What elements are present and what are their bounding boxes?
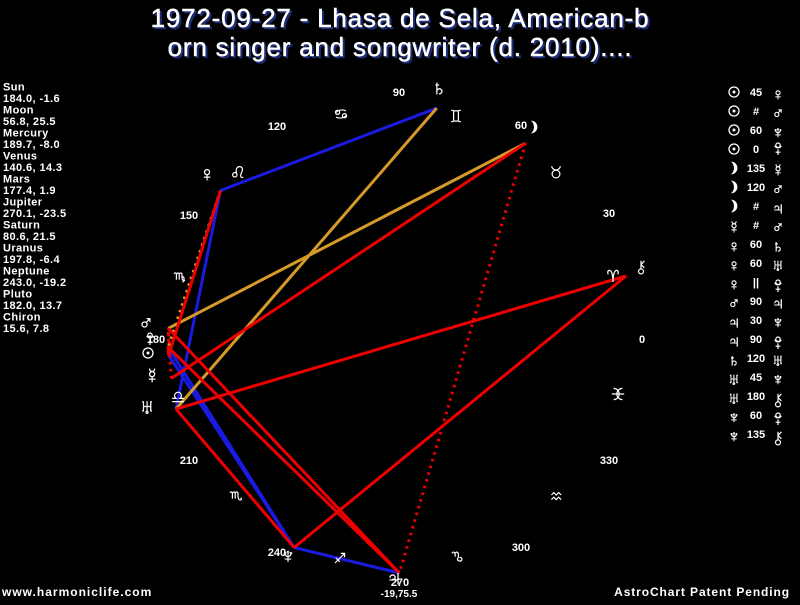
svg-text:120: 120 bbox=[268, 121, 286, 133]
svg-text:♃: ♃ bbox=[772, 294, 785, 313]
svg-text:♄: ♄ bbox=[728, 351, 741, 370]
svg-text:330: 330 bbox=[600, 455, 618, 467]
svg-text:60: 60 bbox=[750, 258, 762, 270]
svg-text:♆: ♆ bbox=[728, 408, 741, 427]
svg-text:Pluto: Pluto bbox=[3, 289, 33, 301]
svg-text:60: 60 bbox=[750, 239, 762, 251]
svg-text:♆: ♆ bbox=[772, 123, 785, 142]
svg-text:♀: ♀ bbox=[728, 275, 741, 294]
svg-text:♆: ♆ bbox=[772, 313, 785, 332]
svg-text:♃: ♃ bbox=[728, 313, 741, 332]
svg-text:177.4, 1.9: 177.4, 1.9 bbox=[3, 185, 56, 197]
svg-text:30: 30 bbox=[603, 208, 615, 220]
svg-text:♃: ♃ bbox=[728, 332, 741, 351]
svg-text:Jupiter: Jupiter bbox=[3, 197, 43, 209]
svg-text:#: # bbox=[753, 106, 759, 118]
svg-text:184.0, -1.6: 184.0, -1.6 bbox=[3, 93, 60, 105]
svg-text:90: 90 bbox=[750, 296, 762, 308]
svg-text:♀: ♀ bbox=[199, 163, 215, 186]
svg-text:60: 60 bbox=[750, 410, 762, 422]
svg-text:☿: ☿ bbox=[772, 161, 785, 180]
svg-text:♀: ♀ bbox=[772, 85, 785, 104]
svg-text:45: 45 bbox=[750, 372, 762, 384]
svg-text:♀: ♀ bbox=[728, 237, 741, 256]
svg-text:#: # bbox=[753, 220, 759, 232]
svg-text:30: 30 bbox=[750, 315, 762, 327]
svg-text:☿: ☿ bbox=[144, 365, 160, 388]
svg-text:182.0, 13.7: 182.0, 13.7 bbox=[3, 300, 62, 312]
svg-text:135: 135 bbox=[747, 163, 765, 175]
svg-text:orn singer and songwriter (d.: orn singer and songwriter (d. 2010).... bbox=[168, 32, 633, 62]
svg-text:60: 60 bbox=[515, 120, 527, 132]
svg-text:Moon: Moon bbox=[3, 104, 34, 116]
svg-text:AstroChart Patent Pending: AstroChart Patent Pending bbox=[614, 585, 790, 599]
svg-text:0: 0 bbox=[639, 334, 645, 346]
svg-text:60: 60 bbox=[750, 125, 762, 137]
svg-text:♂: ♂ bbox=[772, 218, 785, 237]
svg-text:189.7, -8.0: 189.7, -8.0 bbox=[3, 139, 60, 151]
svg-text:♃: ♃ bbox=[772, 199, 785, 218]
svg-text:♅: ♅ bbox=[728, 389, 741, 408]
svg-text:Venus: Venus bbox=[3, 150, 37, 162]
svg-text:1972-09-27 - Lhasa de Sela, Am: 1972-09-27 - Lhasa de Sela, American-b bbox=[151, 3, 650, 33]
svg-text:270.1, -23.5: 270.1, -23.5 bbox=[3, 208, 67, 220]
svg-text:Sun: Sun bbox=[3, 81, 25, 93]
svg-text:90: 90 bbox=[393, 87, 405, 99]
svg-text:||: || bbox=[753, 277, 759, 289]
svg-text:0: 0 bbox=[753, 144, 759, 156]
svg-text:♃: ♃ bbox=[386, 567, 402, 590]
svg-text:♅: ♅ bbox=[772, 351, 785, 370]
svg-text:♆: ♆ bbox=[280, 545, 296, 568]
svg-text:♅: ♅ bbox=[728, 370, 741, 389]
svg-text:150: 150 bbox=[180, 210, 198, 222]
svg-text:140.6, 14.3: 140.6, 14.3 bbox=[3, 162, 62, 174]
svg-text:135: 135 bbox=[747, 429, 765, 441]
svg-text:♂: ♂ bbox=[138, 312, 154, 335]
svg-text:♆: ♆ bbox=[772, 370, 785, 389]
svg-text:197.8, -6.4: 197.8, -6.4 bbox=[3, 254, 60, 266]
svg-text:180: 180 bbox=[747, 391, 765, 403]
svg-text:120: 120 bbox=[747, 353, 765, 365]
svg-text:♄: ♄ bbox=[772, 237, 785, 256]
svg-text:♂: ♂ bbox=[772, 104, 785, 123]
svg-text:45: 45 bbox=[750, 87, 762, 99]
svg-text:Neptune: Neptune bbox=[3, 266, 50, 278]
svg-text:120: 120 bbox=[747, 182, 765, 194]
svg-text:Chiron: Chiron bbox=[3, 312, 41, 324]
svg-text:#: # bbox=[753, 201, 759, 213]
svg-text:210: 210 bbox=[180, 455, 198, 467]
svg-text:♄: ♄ bbox=[431, 77, 447, 100]
svg-text:Mars: Mars bbox=[3, 174, 30, 186]
svg-text:80.6, 21.5: 80.6, 21.5 bbox=[3, 231, 56, 243]
svg-text:♀: ♀ bbox=[728, 256, 741, 275]
svg-text:www.harmoniclife.com: www.harmoniclife.com bbox=[1, 585, 152, 599]
svg-text:Uranus: Uranus bbox=[3, 243, 43, 255]
svg-text:♂: ♂ bbox=[728, 294, 741, 313]
svg-text:Saturn: Saturn bbox=[3, 220, 40, 232]
svg-text:56.8, 25.5: 56.8, 25.5 bbox=[3, 116, 56, 128]
svg-text:♅: ♅ bbox=[139, 396, 155, 419]
svg-text:Mercury: Mercury bbox=[3, 127, 49, 139]
svg-text:90: 90 bbox=[750, 334, 762, 346]
svg-text:243.0, -19.2: 243.0, -19.2 bbox=[3, 277, 67, 289]
svg-text:-19,75.5: -19,75.5 bbox=[381, 589, 418, 600]
svg-text:300: 300 bbox=[512, 542, 530, 554]
svg-text:♅: ♅ bbox=[772, 256, 785, 275]
svg-text:♆: ♆ bbox=[728, 427, 741, 446]
svg-text:15.6, 7.8: 15.6, 7.8 bbox=[3, 323, 49, 335]
svg-text:♂: ♂ bbox=[772, 180, 785, 199]
svg-text:☿: ☿ bbox=[728, 218, 741, 237]
